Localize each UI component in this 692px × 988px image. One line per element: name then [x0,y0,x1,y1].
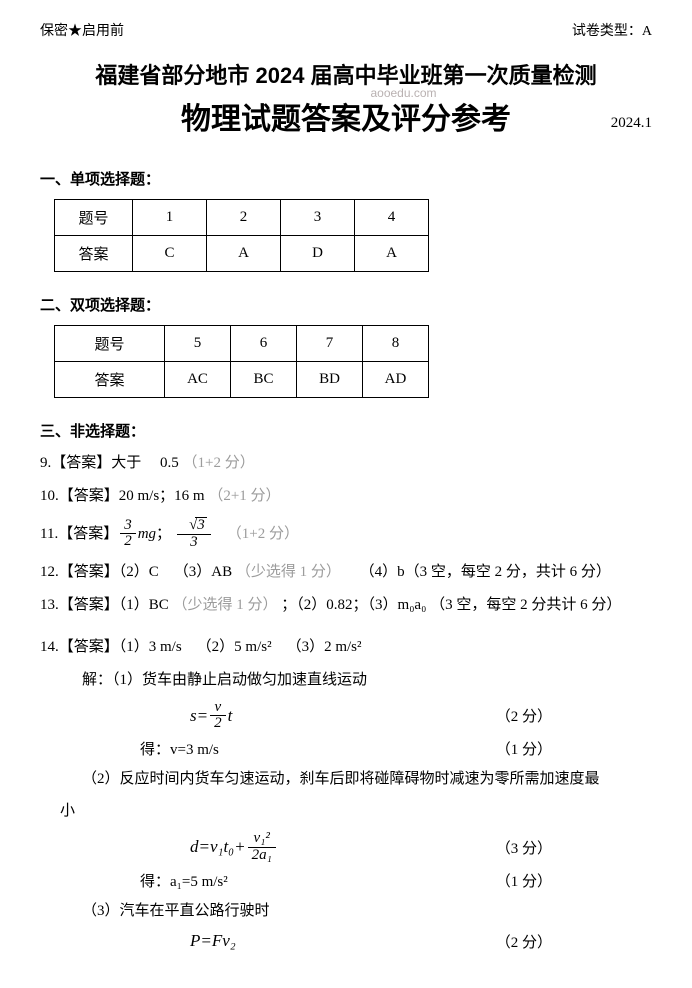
ans-label: 答案 [55,362,165,398]
fraction: √3 3 [177,517,211,551]
title-row: 物理试题答案及评分参考 2024.1 [40,94,652,138]
section2-heading: 二、双项选择题： [40,294,652,315]
col-num: 1 [133,200,207,236]
exam-date: 2024.1 [611,115,652,132]
col-num: 7 [297,326,363,362]
q14-solution1: 解：（1）货车由静止启动做匀加速直线运动 [82,668,652,692]
col-num: 8 [363,326,429,362]
points-label: （1 分） [496,738,552,759]
row-label: 题号 [55,200,133,236]
col-num: 3 [281,200,355,236]
q14-eq1: s = v 2 t （2 分） [40,700,652,733]
q14-eq2: d = v₁t₀ + v₁² 2a₁ （3 分） [40,831,652,864]
confidential-label: 保密★启用前 [40,20,124,40]
section3-heading: 三、非选择题： [40,420,652,441]
q14-solution3: （3）汽车在平直公路行驶时 [82,899,652,923]
answer-cell: BC [231,362,297,398]
fraction: v 2 [210,700,226,733]
row-label: 题号 [55,326,165,362]
double-choice-table: 题号 5 6 7 8 答案 AC BC BD AD [54,325,429,398]
q12-answer: 12.【答案】（2）C （3）AB （少选得 1 分） （4）b（3 空，每空 … [40,560,652,584]
q14-solution2b: 小 [60,799,652,823]
col-num: 5 [165,326,231,362]
single-choice-table: 题号 1 2 3 4 答案 C A D A [54,199,429,272]
exam-answer-page: 保密★启用前 试卷类型：A 福建省部分地市 2024 届高中毕业班第一次质量检测… [0,0,692,988]
answer-cell: AD [363,362,429,398]
ans-label: 答案 [55,236,133,272]
q13-answer: 13.【答案】（1）BC （少选得 1 分） ；（2）0.82；（3）m₀a₀ … [40,593,652,617]
col-num: 2 [207,200,281,236]
points-label: （2 分） [496,931,552,952]
q14-head: 14.【答案】（1）3 m/s （2）5 m/s² （3）2 m/s² [40,635,652,659]
answer-cell: D [281,236,355,272]
points-label: （3 分） [496,837,552,858]
q14-eq3: P=Fv₂ （2 分） [40,931,652,952]
answer-cell: A [207,236,281,272]
q11-answer: 11.【答案】 3 2 mg ； √3 3 （1+2 分） [40,517,652,551]
col-num: 6 [231,326,297,362]
q10-answer: 10.【答案】20 m/s；16 m （2+1 分） [40,484,652,508]
paper-type-label: 试卷类型：A [572,20,652,40]
answer-cell: AC [165,362,231,398]
points-label: （2 分） [496,705,552,726]
col-num: 4 [355,200,429,236]
points-label: （1 分） [496,870,552,891]
answer-cell: BD [297,362,363,398]
q14-result2: 得：a₁=5 m/s² （1 分） [40,870,652,891]
fraction: 3 2 [120,518,136,551]
answer-cell: C [133,236,207,272]
answer-cell: A [355,236,429,272]
q14-solution2: （2）反应时间内货车匀速运动，刹车后即将碰障碍物时减速为零所需加速度最 [82,767,652,791]
q14-result1: 得：v=3 m/s （1 分） [40,738,652,759]
q9-answer: 9.【答案】大于 0.5 （1+2 分） [40,451,652,475]
header-row: 保密★启用前 试卷类型：A [40,20,652,40]
exam-title-line2: 物理试题答案及评分参考 [181,94,511,138]
fraction: v₁² 2a₁ [248,831,276,864]
section1-heading: 一、单项选择题： [40,168,652,189]
exam-title-line1: 福建省部分地市 2024 届高中毕业班第一次质量检测 aooedu.com [40,58,652,90]
